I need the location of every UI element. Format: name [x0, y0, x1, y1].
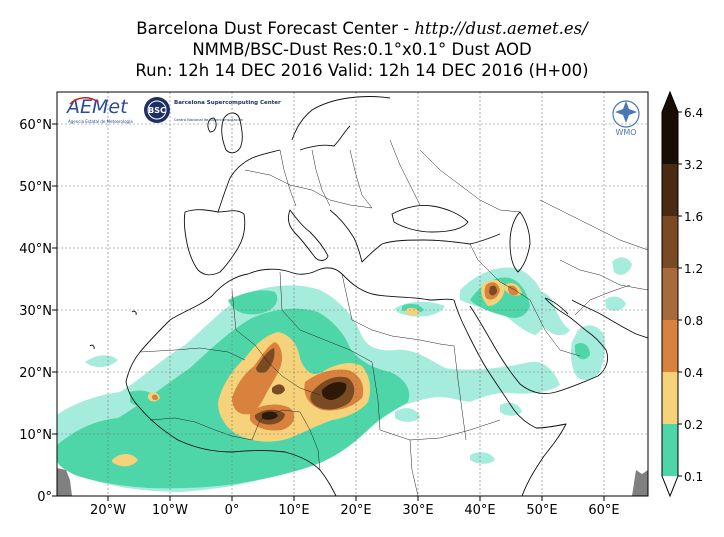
- colorbar-label: 1.2: [684, 262, 703, 276]
- colorbar-swatch-0.4: [662, 372, 678, 424]
- aemet-logo: AEMet Agencia Estatal de Meteorología: [65, 96, 133, 124]
- colorbar-label: 0.1: [684, 470, 703, 484]
- bsc-logo-badge: BSC: [148, 106, 166, 115]
- aemet-swoosh-icon: [69, 97, 99, 105]
- graticule: [57, 92, 648, 496]
- wmo-star-icon: [615, 101, 637, 123]
- colorbar-label: 3.2: [684, 158, 703, 172]
- wmo-logo-text: WMO: [615, 128, 636, 137]
- coastlines: [89, 96, 648, 496]
- lat-label: 20°N: [19, 366, 52, 381]
- lon-label: 10°W: [152, 503, 188, 518]
- colorbar-label: 0.2: [684, 418, 703, 432]
- lon-label: 60°E: [588, 503, 619, 518]
- colorbar-label: 0.4: [684, 366, 703, 380]
- lon-label: 30°E: [402, 503, 433, 518]
- colorbar: 6.4 3.2 1.6 1.2 0.8 0.4 0.2 0.1: [661, 90, 703, 498]
- lon-label: 20°W: [90, 503, 126, 518]
- lon-label: 50°E: [526, 503, 557, 518]
- bsc-logo: BSC Barcelona Supercomputing Center Cent…: [144, 97, 281, 123]
- lat-label: 0°: [37, 490, 52, 505]
- title-url[interactable]: http://dust.aemet.es/: [414, 19, 588, 38]
- colorbar-swatch-0.8: [662, 320, 678, 372]
- colorbar-swatch-1.6: [662, 216, 678, 268]
- longitude-labels: 20°W 10°W 0° 10°E 20°E 30°E 40°E 50°E 60…: [90, 503, 620, 518]
- title-center-name: Barcelona Dust Forecast Center -: [136, 19, 415, 38]
- lon-label: 20°E: [340, 503, 371, 518]
- colorbar-swatch-3.2: [662, 164, 678, 216]
- lat-label: 50°N: [19, 180, 52, 195]
- colorbar-label: 6.4: [684, 106, 703, 120]
- lon-label: 10°E: [278, 503, 309, 518]
- lat-label: 30°N: [19, 304, 52, 319]
- axis-ticks: [52, 123, 605, 501]
- title-line-1: Barcelona Dust Forecast Center - http://…: [0, 18, 724, 39]
- lat-label: 40°N: [19, 242, 52, 257]
- lat-label: 60°N: [19, 118, 52, 133]
- no-data-patch-west: [57, 468, 72, 496]
- aemet-logo-text: AEMet: [65, 96, 129, 118]
- lon-label: 0°: [225, 503, 240, 518]
- colorbar-over-arrow: [662, 92, 678, 112]
- lat-label: 10°N: [19, 428, 52, 443]
- title-line-3: Run: 12h 14 DEC 2016 Valid: 12h 14 DEC 2…: [135, 61, 589, 80]
- no-data-patch-east: [632, 470, 648, 496]
- title-line-2: NMMB/BSC-Dust Res:0.1°x0.1° Dust AOD: [192, 40, 532, 59]
- bsc-logo-subtext: Centro Nacional de Supercomputación: [174, 118, 243, 122]
- title-block: Barcelona Dust Forecast Center - http://…: [0, 18, 724, 81]
- bsc-logo-name: Barcelona Supercomputing Center: [174, 100, 281, 106]
- lon-label: 40°E: [464, 503, 495, 518]
- country-borders: [139, 139, 648, 496]
- colorbar-label: 1.6: [684, 210, 703, 224]
- colorbar-under-arrow: [662, 476, 678, 496]
- aemet-logo-subtext: Agencia Estatal de Meteorología: [68, 119, 133, 124]
- colorbar-label: 0.8: [684, 314, 703, 328]
- colorbar-swatch-6.4: [662, 112, 678, 164]
- colorbar-swatch-1.2: [662, 268, 678, 320]
- latitude-labels: 60°N 50°N 40°N 30°N 20°N 10°N 0°: [19, 118, 52, 505]
- bsc-logo-name-text: Barcelona Supercomputing Center: [174, 100, 281, 106]
- map-frame: [56, 91, 649, 497]
- colorbar-swatch-0.2: [662, 424, 678, 476]
- map-content: [57, 92, 648, 496]
- wmo-logo: WMO: [612, 100, 640, 137]
